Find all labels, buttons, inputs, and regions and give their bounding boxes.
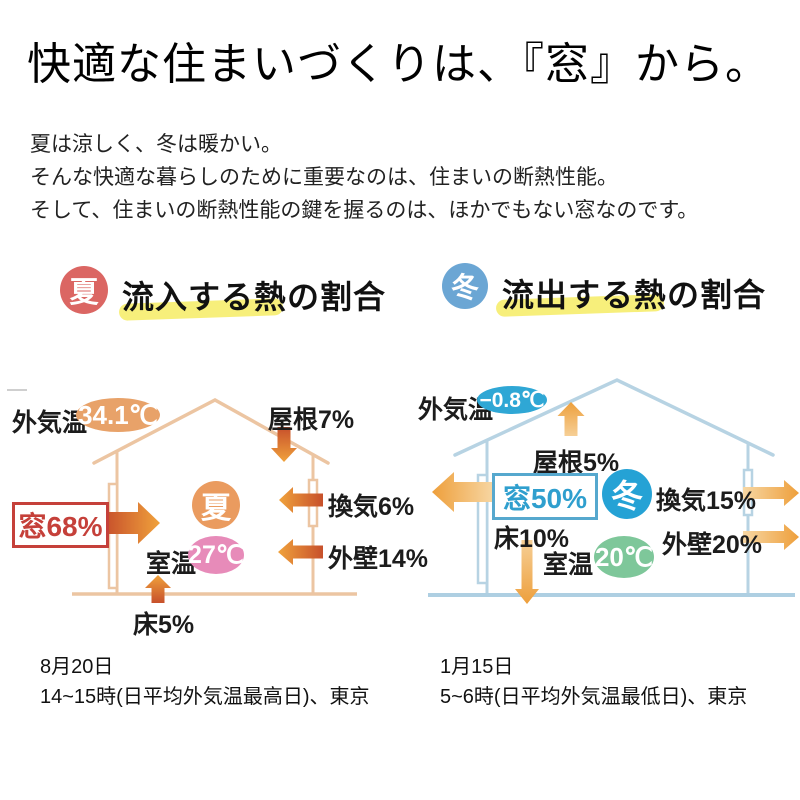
summer-caption-detail: 14~15時(日平均外気温最高日)、東京 (40, 686, 370, 708)
summer-room-label: 室温 (146, 550, 197, 578)
winter-caption-date: 1月15日 (440, 656, 514, 678)
summer-wall-label: 外壁14% (328, 545, 429, 573)
summer-house (72, 398, 357, 603)
summer-left-window (107, 482, 119, 590)
intro-line-1: 夏は涼しく、冬は暖かい。 (30, 133, 282, 156)
summer-outdoor-temp: 34.1℃ (76, 398, 160, 432)
winter-room-temp: 20℃ (594, 536, 654, 578)
winter-roof-arrow (557, 402, 585, 436)
winter-caption-detail: 5~6時(日平均外気温最低日)、東京 (440, 686, 748, 708)
summer-caption-date: 8月20日 (40, 656, 114, 678)
intro-line-2: そんな快適な暮らしのために重要なのは、住まいの断熱性能。 (30, 166, 618, 189)
winter-roof-outline (453, 378, 775, 457)
winter-room-label: 室温 (543, 551, 594, 579)
winter-left-window (476, 473, 489, 585)
stray-mark (7, 389, 27, 391)
summer-wall-arrow (278, 539, 323, 565)
winter-wall-label: 外壁20% (662, 531, 763, 559)
summer-roof-arrow (271, 427, 297, 462)
summer-floor-label: 床5% (133, 611, 195, 639)
winter-floor-label: 床10% (494, 525, 570, 553)
summer-room-temp: 27℃ (188, 536, 244, 574)
winter-season-circle: 冬 (602, 469, 652, 519)
summer-window-arrow (105, 502, 160, 544)
summer-floor-arrow (145, 575, 171, 603)
winter-house (428, 378, 799, 604)
intro-line-3: そして、住まいの断熱性能の鍵を握るのは、ほかでもない窓なのです。 (30, 199, 699, 222)
winter-badge-icon: 冬 (442, 263, 488, 309)
summer-badge-icon: 夏 (60, 266, 108, 314)
summer-season-circle: 夏 (192, 481, 240, 529)
winter-window-box: 窓50% (492, 473, 598, 520)
page-title: 快適な住まいづくりは、『窓』から。 (27, 40, 770, 89)
summer-vent-arrow (279, 487, 323, 513)
winter-vent-arrow (743, 480, 799, 506)
winter-vent-label: 換気15% (656, 487, 757, 515)
winter-outdoor-temp: −0.8℃ (477, 386, 547, 414)
summer-outdoor-label: 外気温 (12, 409, 88, 437)
summer-window-box: 窓68% (12, 502, 109, 548)
summer-vent-label: 換気6% (328, 493, 415, 521)
winter-heading: 流出する熱の割合 (502, 277, 767, 313)
winter-roof-label: 屋根5% (533, 449, 620, 477)
winter-floor-arrow (515, 540, 539, 604)
winter-wall-arrow (743, 524, 799, 550)
summer-heading: 流入する熱の割合 (122, 279, 387, 315)
summer-roof-label: 屋根7% (268, 406, 355, 434)
winter-window-arrow (432, 472, 494, 512)
